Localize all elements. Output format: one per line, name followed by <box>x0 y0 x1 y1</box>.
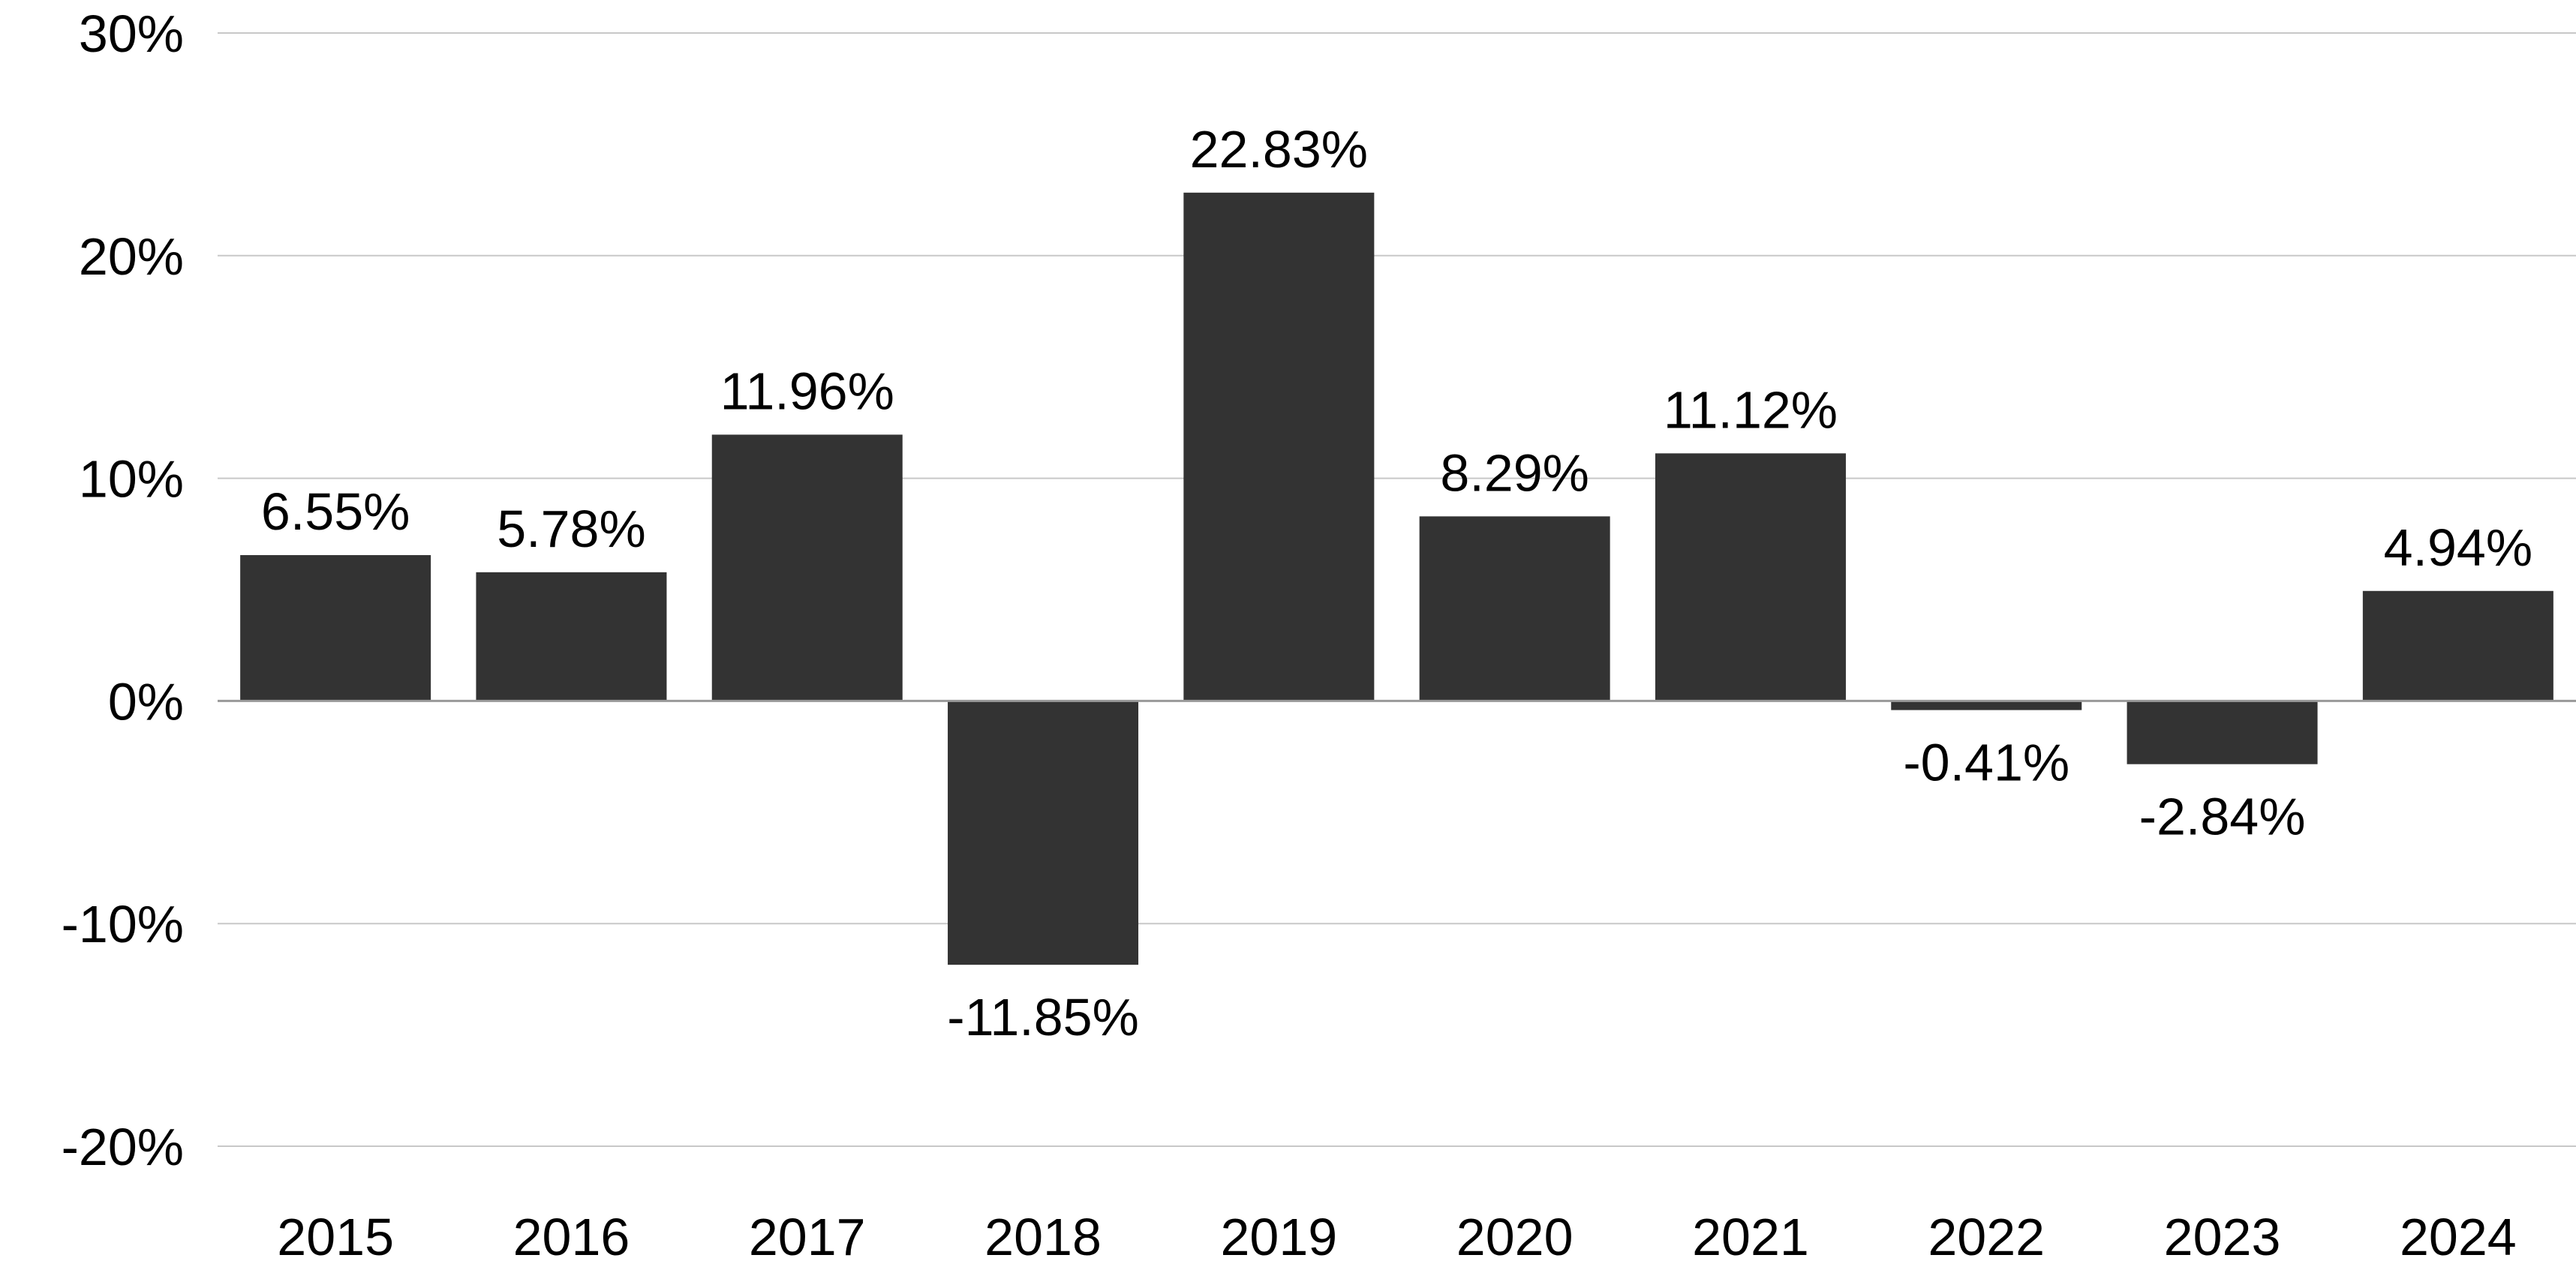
data-label-2019: 22.83% <box>1190 120 1368 179</box>
y-tick-label: -10% <box>62 895 184 953</box>
data-label-2024: 4.94% <box>2384 518 2532 577</box>
y-tick-label: 10% <box>79 450 184 509</box>
bar-2019 <box>1183 192 1375 701</box>
x-tick-label-2018: 2018 <box>984 1208 1102 1266</box>
data-label-2017: 11.96% <box>720 362 894 420</box>
data-label-2015: 6.55% <box>261 482 410 541</box>
bar-2024 <box>2362 590 2553 701</box>
x-tick-label-2023: 2023 <box>2164 1208 2281 1266</box>
bar-2016 <box>476 572 667 701</box>
bar-2023 <box>2127 701 2318 764</box>
bar-2022 <box>1891 701 2082 710</box>
data-label-2016: 5.78% <box>497 500 645 558</box>
data-label-2020: 8.29% <box>1440 443 1589 502</box>
x-tick-label-2024: 2024 <box>2400 1208 2517 1266</box>
x-tick-label-2017: 2017 <box>749 1208 866 1266</box>
x-tick-label-2020: 2020 <box>1456 1208 1574 1266</box>
gridlines <box>218 32 2576 1147</box>
data-label-2023: -2.84% <box>2139 788 2306 846</box>
x-tick-label-2019: 2019 <box>1220 1208 1337 1266</box>
bar-2018 <box>948 701 1139 965</box>
y-tick-label: -20% <box>62 1118 184 1176</box>
data-label-2022: -0.41% <box>1903 734 2070 792</box>
data-label-2018: -11.85% <box>947 988 1139 1046</box>
x-tick-label-2021: 2021 <box>1692 1208 1809 1266</box>
data-labels: 6.55% 5.78% 11.96% -11.85% 22.83% 8.29% 11.12%… <box>261 120 2532 1046</box>
bar-2015 <box>240 554 431 701</box>
x-tick-label-2015: 2015 <box>277 1208 394 1266</box>
bar-2017 <box>711 434 903 701</box>
data-label-2021: 11.12% <box>1664 380 1838 439</box>
y-tick-label: 0% <box>108 672 184 731</box>
y-axis-tick-labels: 30% 20% 10% 0% -10% -20% <box>62 5 184 1176</box>
y-tick-label: 20% <box>79 227 184 286</box>
y-tick-label: 30% <box>79 5 184 63</box>
bar-2020 <box>1419 516 1610 701</box>
bars <box>240 192 2553 965</box>
bar-2021 <box>1655 453 1846 701</box>
x-axis-tick-labels: 2015 2016 2017 2018 2019 2020 2021 2022 2023 2024 <box>277 1208 2516 1266</box>
x-tick-label-2016: 2016 <box>513 1208 630 1266</box>
x-tick-label-2022: 2022 <box>1928 1208 2045 1266</box>
